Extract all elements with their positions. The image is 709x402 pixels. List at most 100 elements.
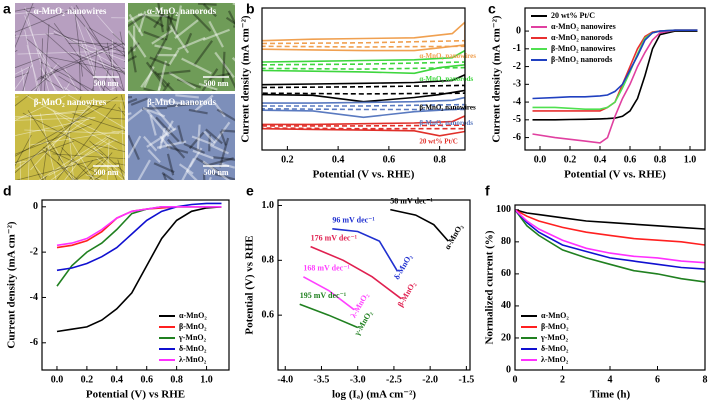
y-axis-title: Current density (mA cm⁻²) xyxy=(240,15,252,142)
fiber xyxy=(69,7,125,76)
tile-label: α-MnO₂ nanorods xyxy=(147,6,217,16)
fiber xyxy=(188,147,203,168)
y-tick-label: 1.0 xyxy=(262,200,275,211)
fiber xyxy=(214,51,235,79)
legend-label: α-MnO₂ xyxy=(541,311,569,320)
x-tick-label: 0.0 xyxy=(51,374,64,385)
fiber xyxy=(26,44,41,91)
fiber xyxy=(150,103,176,131)
micrograph-texture xyxy=(128,3,235,91)
fiber xyxy=(40,67,58,91)
fiber xyxy=(30,103,92,171)
fiber xyxy=(72,177,75,180)
fiber xyxy=(52,143,74,180)
fiber xyxy=(15,7,35,12)
fiber xyxy=(26,38,90,91)
series-line xyxy=(56,206,222,287)
x-tick-label: -3.5 xyxy=(314,374,330,385)
fiber xyxy=(96,157,125,180)
panel-label: e xyxy=(246,183,254,199)
y-tick-label: -2 xyxy=(30,246,38,257)
fiber xyxy=(158,12,178,22)
x-tick-label: 6 xyxy=(655,374,660,385)
fiber xyxy=(112,39,114,91)
x-tick-label: 1.0 xyxy=(684,154,697,165)
plot-frame xyxy=(514,204,706,371)
x-tick-label: -2.5 xyxy=(386,374,402,385)
y-axis-title: Potential (V) vs RHE xyxy=(244,235,256,334)
x-tick-label: 0.4 xyxy=(111,374,124,385)
x-axis-title: Potential (V vs. RHE) xyxy=(313,169,415,181)
plot-frame xyxy=(41,199,230,371)
fiber xyxy=(56,103,117,180)
fiber xyxy=(147,149,161,164)
series-line xyxy=(262,49,465,75)
fiber xyxy=(15,3,34,49)
x-tick-label: 0.4 xyxy=(332,154,345,165)
series-line xyxy=(515,209,705,264)
x-tick-label: 0.2 xyxy=(281,154,294,165)
fiber xyxy=(15,95,66,122)
x-tick-label: 0.6 xyxy=(383,154,396,165)
x-axis-title: Time (h) xyxy=(590,389,631,401)
x-tick-label: 2 xyxy=(560,374,565,385)
series-line xyxy=(532,29,698,144)
fiber xyxy=(64,67,78,91)
fiber xyxy=(119,31,125,59)
x-tick-label: 1.0 xyxy=(200,374,213,385)
legend-label: β-MnO₂ nanorods xyxy=(551,55,612,64)
fiber xyxy=(39,113,57,180)
fiber xyxy=(15,64,33,90)
x-tick-label: 0 xyxy=(513,374,518,385)
fiber xyxy=(111,130,125,135)
fiber xyxy=(162,82,171,91)
fiber xyxy=(130,46,137,73)
fiber xyxy=(208,134,211,152)
slope-label: 195 mV dec⁻¹ xyxy=(300,291,347,300)
legend-label: β-MnO₂ xyxy=(541,322,569,331)
fiber xyxy=(157,69,191,76)
fiber xyxy=(167,138,186,159)
fiber xyxy=(149,56,170,67)
micrograph-texture xyxy=(128,94,235,180)
x-tick-label: 0.4 xyxy=(594,154,607,165)
series-line xyxy=(515,209,705,230)
fiber xyxy=(21,68,26,91)
fiber xyxy=(15,49,18,53)
series-line xyxy=(262,124,465,130)
fiber xyxy=(30,68,59,91)
fiber xyxy=(22,112,104,156)
fiber xyxy=(57,96,82,161)
fiber xyxy=(227,10,235,26)
fiber xyxy=(44,176,46,180)
fiber xyxy=(142,107,166,118)
fiber xyxy=(88,152,113,180)
fiber xyxy=(24,29,39,91)
panel-label: f xyxy=(485,183,490,199)
fiber xyxy=(214,102,226,118)
fiber xyxy=(30,130,125,146)
fiber xyxy=(213,121,231,145)
fiber xyxy=(40,38,43,91)
fiber xyxy=(222,61,235,89)
series-name: 20 wt% Pt/C xyxy=(419,137,458,145)
series-line xyxy=(532,29,698,100)
fiber xyxy=(154,70,175,91)
y-tick-label: 0 xyxy=(516,25,521,36)
plot-frame xyxy=(524,7,706,151)
fiber xyxy=(53,110,95,180)
fiber xyxy=(53,23,106,91)
x-tick-label: 0.8 xyxy=(170,374,183,385)
y-tick-label: 100 xyxy=(496,204,511,215)
fiber xyxy=(138,11,147,33)
fiber xyxy=(85,174,106,180)
fiber xyxy=(36,49,65,91)
x-axis-title: log (Iₐ) (mA cm⁻²) xyxy=(332,389,416,401)
legend-label: δ-MnO₂ xyxy=(179,344,207,353)
fiber xyxy=(202,160,230,180)
tile-label: α-MnO₂ nanowires xyxy=(34,6,107,16)
fiber xyxy=(41,147,48,180)
fiber xyxy=(192,12,212,32)
fiber xyxy=(157,60,168,91)
